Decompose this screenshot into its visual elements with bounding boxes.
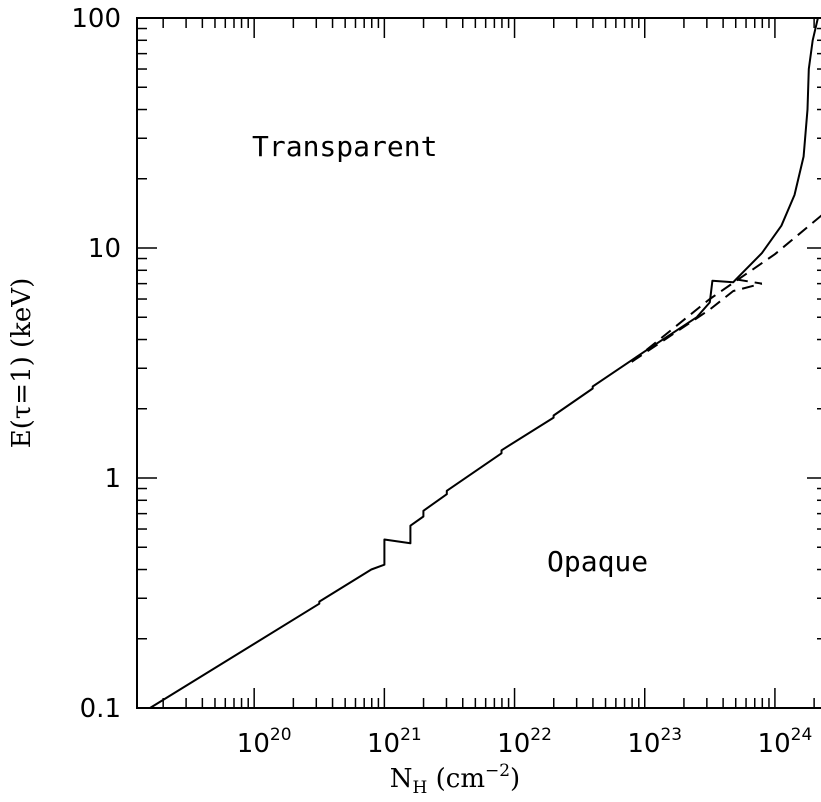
x-axis-title-base: N	[390, 764, 413, 794]
opaque-annotation: Opaque	[547, 545, 648, 578]
x-tick-label: 1022	[497, 725, 552, 759]
x-tick-label-exponent: 22	[530, 725, 552, 745]
x-axis-title-unit-sup: −2	[485, 761, 510, 781]
solid-curve	[149, 17, 819, 709]
x-tick-label-exponent: 21	[400, 725, 422, 745]
x-tick-label-base: 10	[758, 729, 791, 759]
curves	[149, 17, 821, 709]
transparent-annotation: Transparent	[252, 130, 437, 163]
y-axis-title: E(τ=1) (keV)	[7, 278, 37, 448]
x-axis-title-sub: H	[413, 778, 428, 798]
plot-frame	[136, 17, 821, 709]
x-tick-label-base: 10	[497, 729, 530, 759]
y-tick-labels: 0.1 1 10 100	[71, 4, 121, 724]
tick-marks	[137, 18, 821, 709]
y-tick-label: 0.1	[80, 694, 121, 724]
x-tick-labels: 1020 1021 1022 1023 1024	[237, 725, 812, 759]
x-axis-title: NH (cm−2)	[390, 761, 520, 798]
dashed-curve-2	[631, 282, 763, 363]
x-axis-title-unit-pre: (cm	[427, 764, 485, 794]
x-tick-label: 1020	[237, 725, 292, 759]
x-tick-label-base: 10	[367, 729, 400, 759]
x-axis-title-unit-post: )	[510, 764, 520, 794]
y-tick-label: 100	[71, 4, 121, 34]
y-tick-label: 1	[104, 464, 121, 494]
x-tick-label: 1021	[367, 725, 422, 759]
y-tick-label: 10	[88, 234, 121, 264]
x-tick-label-base: 10	[237, 729, 270, 759]
x-tick-label-exponent: 23	[660, 725, 682, 745]
x-tick-label-exponent: 20	[270, 725, 292, 745]
dashed-curve-3	[735, 278, 763, 285]
x-tick-label: 1023	[627, 725, 682, 759]
x-tick-label: 1024	[758, 725, 813, 759]
x-tick-label-base: 10	[627, 729, 660, 759]
dashed-curve-1	[631, 214, 821, 363]
x-tick-label-exponent: 24	[791, 725, 813, 745]
